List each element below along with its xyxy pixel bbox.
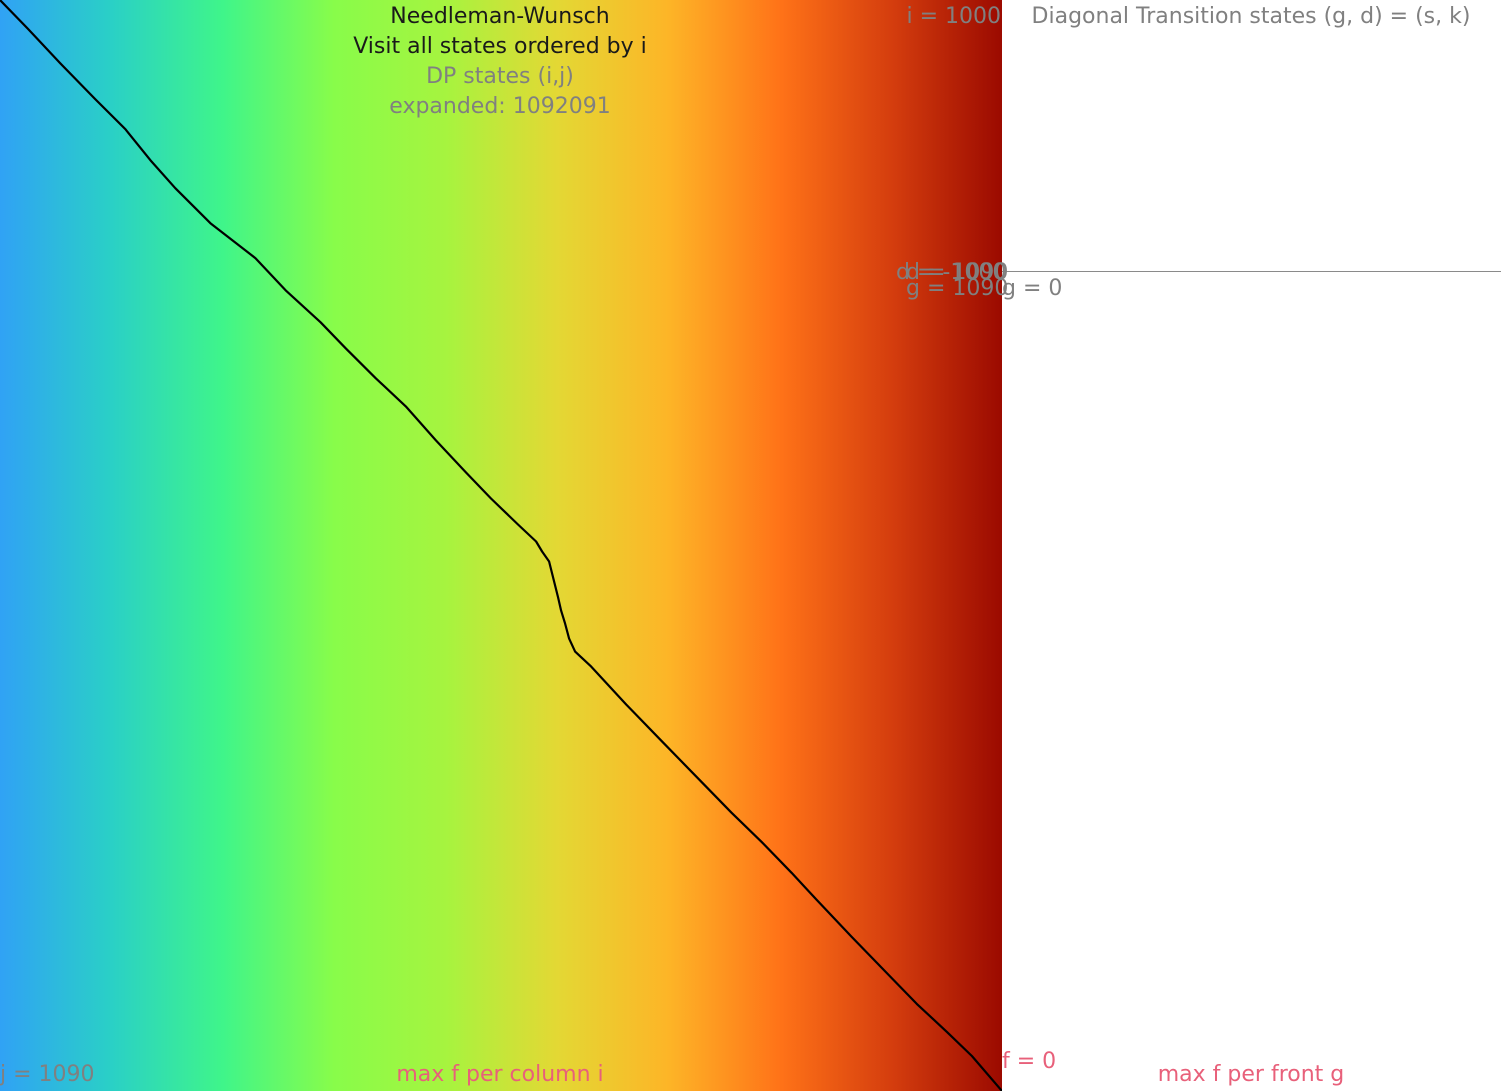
max-f-per-front-label: max f per front g [1157, 1062, 1345, 1087]
expanded-count: expanded: 1092091 [389, 94, 611, 119]
g-label-right: g = 0 [1002, 276, 1063, 301]
g-label-left: g = 1090 [906, 276, 1009, 301]
algorithm-title: Needleman-Wunsch [390, 4, 610, 29]
algorithm-subtitle: Visit all states ordered by i [353, 34, 647, 59]
dp-heatmap [0, 0, 1002, 1091]
f-zero-label: f = 0 [1002, 1049, 1057, 1074]
max-f-per-column-label: max f per column i [396, 1062, 604, 1087]
d-label-negative: d = -1000 [896, 260, 1007, 285]
dp-matrix-svg [0, 0, 1002, 1091]
d-label-positive: d = 1090 [906, 260, 1009, 285]
dp-matrix-panel: Needleman-Wunsch Visit all states ordere… [0, 0, 1002, 1091]
i-axis-label: i = 1000 [906, 4, 1001, 29]
j-axis-label: j = 1090 [0, 1062, 95, 1087]
alignment-path [0, 0, 1002, 1091]
diagonal-transition-title: Diagonal Transition states (g, d) = (s, … [1031, 4, 1471, 29]
front-divider-line [1002, 271, 1501, 272]
dp-states-label: DP states (i,j) [426, 64, 574, 89]
